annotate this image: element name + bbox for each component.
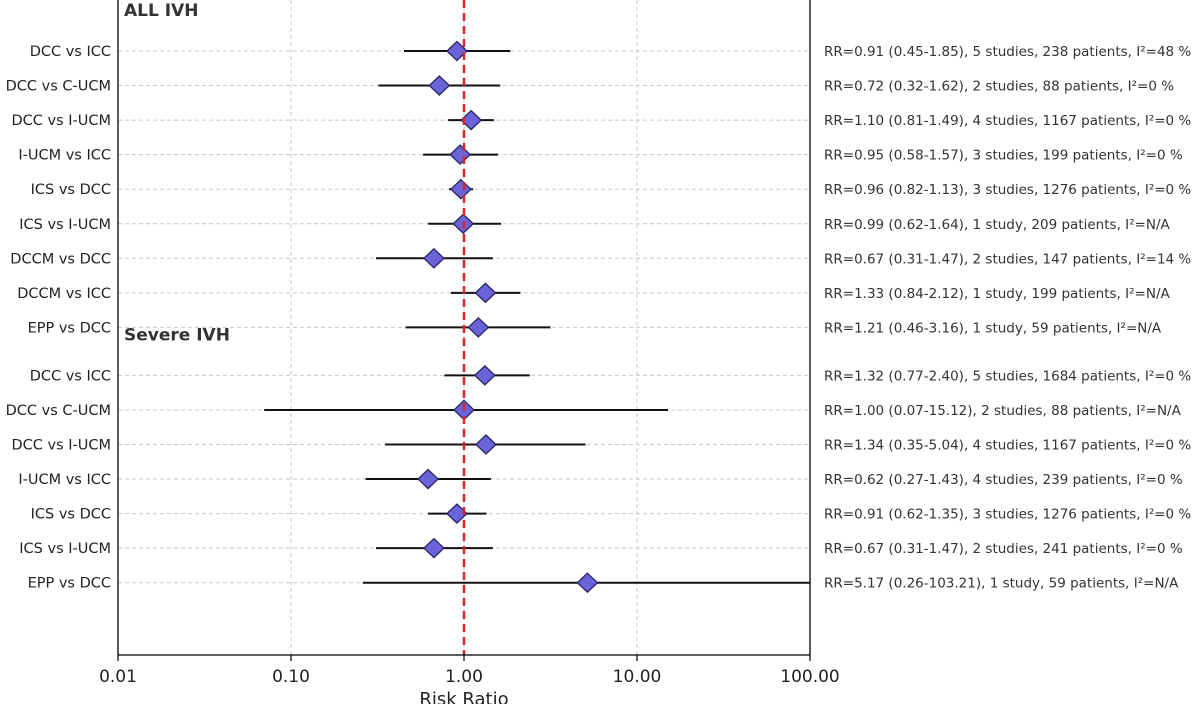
row-label: DCC vs I-UCM — [11, 113, 111, 129]
rr-diamond-marker — [474, 282, 497, 304]
row-label: DCC vs I-UCM — [11, 438, 111, 454]
row-label: ICS vs DCC — [31, 182, 111, 198]
row-stat-text: RR=0.67 (0.31-1.47), 2 studies, 241 pati… — [824, 541, 1183, 557]
x-axis: 0.01 0.10 1.00 10.00 100.00 Risk Ratio — [99, 0, 840, 704]
forest-row-s0-r1 — [378, 75, 501, 96]
rr-diamond-marker — [428, 75, 451, 96]
row-label: ICS vs DCC — [31, 507, 111, 523]
forest-row-s0-r0 — [404, 40, 511, 62]
row-stat-text: RR=0.96 (0.82-1.13), 3 studies, 1276 pat… — [824, 182, 1191, 198]
x-tick-label-4: 100.00 — [780, 667, 839, 687]
x-tick-label-3: 10.00 — [613, 667, 662, 687]
forest-row-s1-r3 — [365, 468, 491, 490]
row-stat-text: RR=5.17 (0.26-103.21), 1 study, 59 patie… — [824, 576, 1179, 592]
rr-diamond-marker — [475, 434, 497, 455]
row-label: I-UCM vs ICC — [18, 472, 111, 488]
row-label: EPP vs DCC — [28, 320, 111, 336]
rr-diamond-marker — [422, 537, 445, 559]
row-label: DCCM vs DCC — [10, 251, 111, 267]
row-stat-text: RR=0.91 (0.45-1.85), 5 studies, 238 pati… — [824, 44, 1191, 60]
row-stat-text: RR=1.21 (0.46-3.16), 1 study, 59 patient… — [824, 320, 1162, 336]
rr-diamond-marker — [576, 572, 599, 594]
row-label: DCC vs ICC — [30, 44, 111, 60]
row-label: EPP vs DCC — [28, 576, 111, 592]
row-stat-text: RR=0.99 (0.62-1.64), 1 study, 209 patien… — [824, 217, 1170, 233]
row-stat-text: RR=1.32 (0.77-2.40), 5 studies, 1684 pat… — [824, 368, 1191, 384]
rr-diamond-marker — [422, 247, 445, 269]
row-stat-text: RR=1.33 (0.84-2.12), 1 study, 199 patien… — [824, 286, 1170, 302]
forest-row-s1-r2 — [385, 434, 586, 455]
x-tick-label-1: 0.10 — [272, 667, 310, 687]
row-label: DCC vs C-UCM — [6, 403, 111, 419]
forest-row-s0-r4 — [449, 178, 474, 200]
row-label: ICS vs I-UCM — [19, 217, 111, 233]
rr-diamond-marker — [417, 468, 440, 490]
plot-rows — [264, 40, 810, 594]
rr-diamond-marker — [445, 40, 468, 62]
row-label: DCC vs ICC — [30, 368, 111, 384]
forest-row-s0-r3 — [423, 144, 498, 166]
forest-row-s0-r2 — [448, 109, 494, 131]
x-tick-label-0: 0.01 — [99, 667, 137, 687]
row-text: ALL IVH DCC vs ICC RR=0.91 (0.45-1.85), 5 … — [6, 1, 1192, 592]
row-label: I-UCM vs ICC — [18, 148, 111, 164]
rr-diamond-marker — [467, 317, 490, 338]
forest-row-s0-r7 — [450, 282, 521, 304]
x-tick-label-2: 1.00 — [445, 667, 483, 687]
x-axis-title: Risk Ratio — [419, 689, 508, 704]
rr-diamond-marker — [460, 109, 483, 131]
row-stat-text: RR=0.91 (0.62-1.35), 3 studies, 1276 pat… — [824, 507, 1191, 523]
row-stat-text: RR=0.67 (0.31-1.47), 2 studies, 147 pati… — [824, 251, 1191, 267]
row-stat-text: RR=1.10 (0.81-1.49), 4 studies, 1167 pat… — [824, 113, 1191, 129]
row-stat-text: RR=1.34 (0.35-5.04), 4 studies, 1167 pat… — [824, 438, 1191, 454]
row-label: ICS vs I-UCM — [19, 541, 111, 557]
forest-row-s1-r5 — [376, 537, 493, 559]
forest-row-s1-r1 — [264, 399, 669, 421]
forest-row-s1-r6 — [362, 572, 810, 594]
forest-row-s0-r8 — [405, 317, 551, 338]
row-label: DCCM vs ICC — [17, 286, 111, 302]
rr-diamond-marker — [473, 365, 496, 386]
forest-row-s1-r0 — [444, 365, 530, 386]
row-stat-text: RR=0.62 (0.27-1.43), 4 studies, 239 pati… — [824, 472, 1183, 488]
rr-diamond-marker — [449, 178, 472, 200]
rr-diamond-marker — [449, 144, 472, 166]
forest-row-s0-r6 — [376, 247, 493, 269]
row-label: DCC vs C-UCM — [6, 79, 111, 95]
section-title-0: ALL IVH — [124, 1, 198, 21]
row-stat-text: RR=0.95 (0.58-1.57), 3 studies, 199 pati… — [824, 148, 1183, 164]
row-stat-text: RR=1.00 (0.07-15.12), 2 studies, 88 pati… — [824, 403, 1182, 419]
section-title-1: Severe IVH — [124, 325, 230, 345]
row-stat-text: RR=0.72 (0.32-1.62), 2 studies, 88 patie… — [824, 79, 1174, 95]
forest-row-s1-r4 — [428, 503, 487, 524]
